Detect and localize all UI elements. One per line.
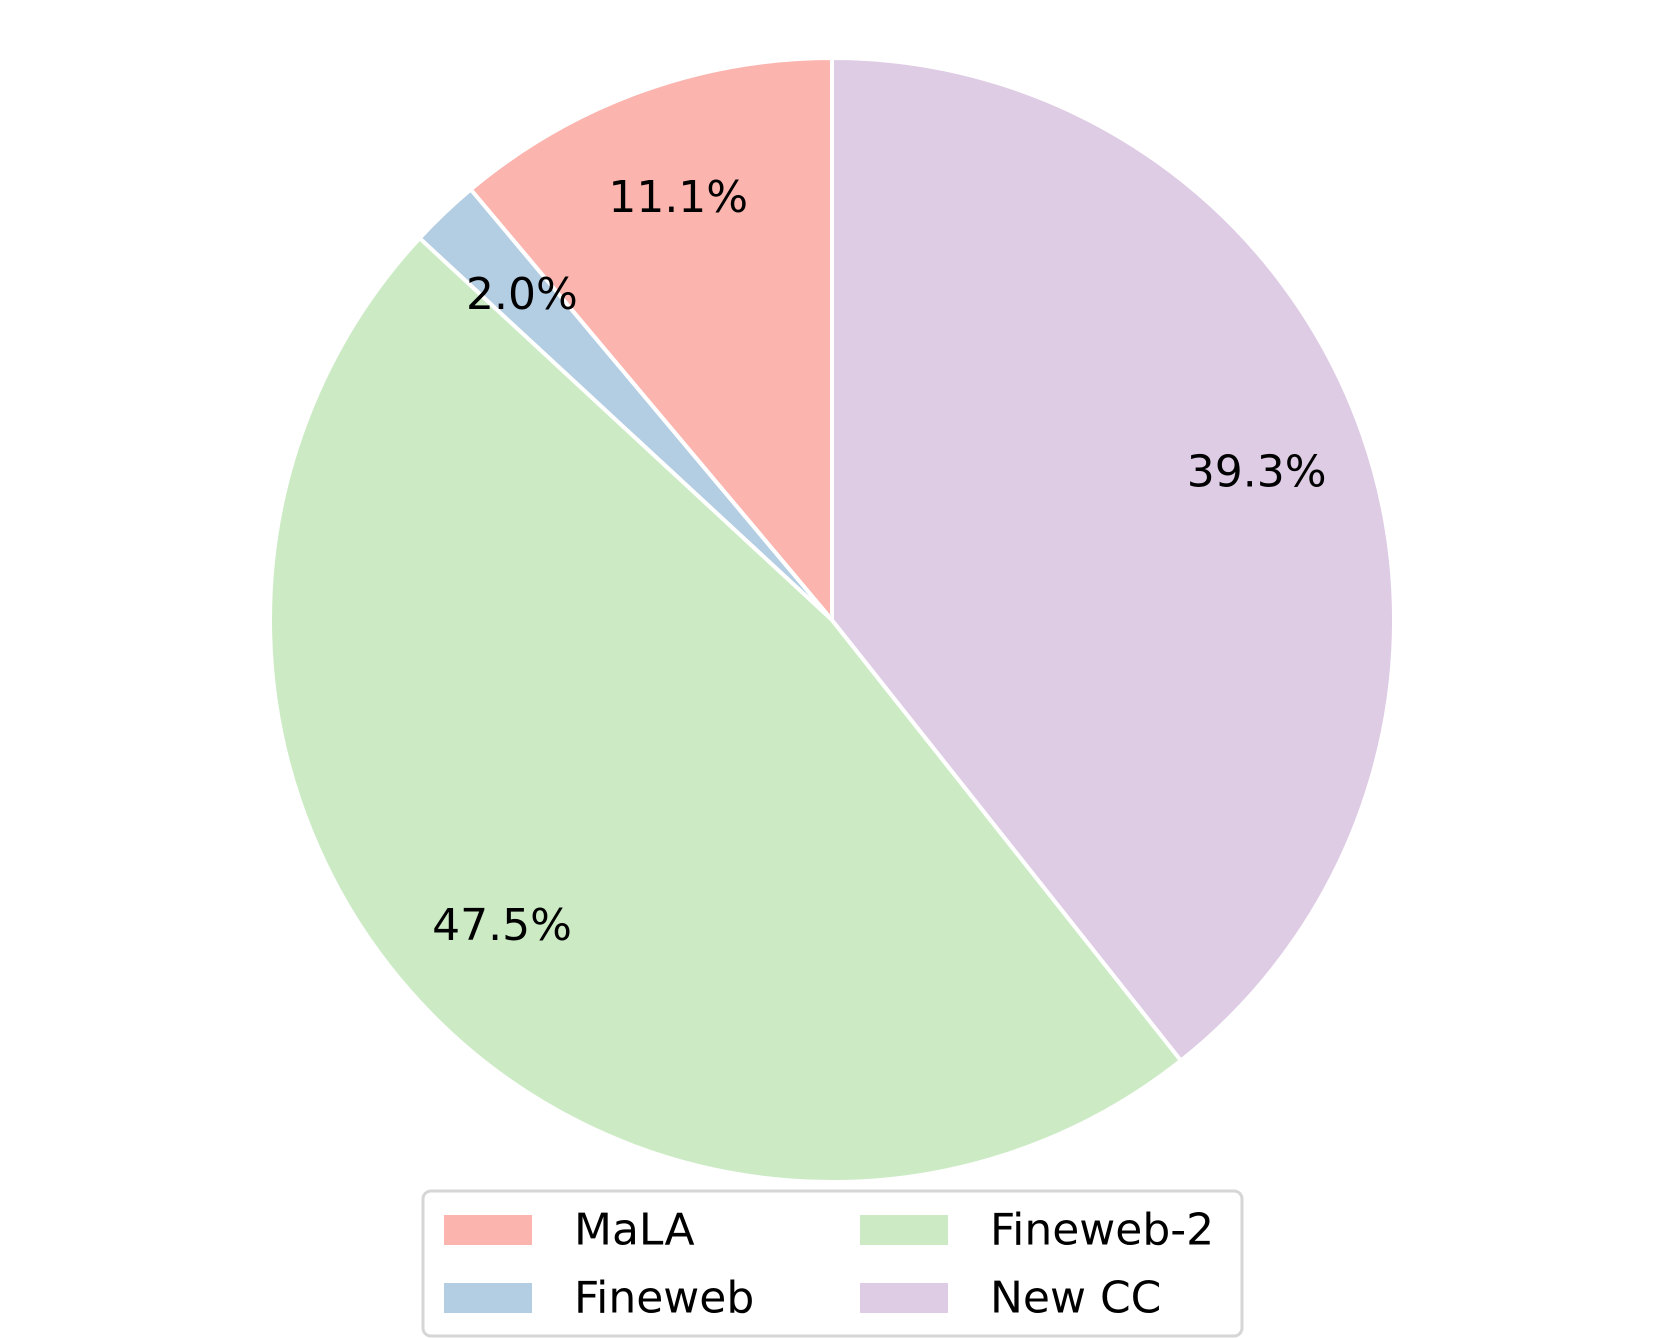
pie-percentage-labels: 11.1% 2.0% 47.5% 39.3% [432,172,1326,951]
pie-slice-mala [468,56,834,622]
legend-swatch-new-cc [860,1283,948,1313]
legend-swatch-fineweb [444,1283,532,1313]
legend-swatch-mala [444,1215,532,1245]
pct-label-new-cc: 39.3% [1187,447,1327,498]
legend-label-fineweb: Fineweb [574,1273,754,1324]
pie-slice-new-cc [830,56,1396,1063]
legend-frame [421,1189,1244,1338]
pct-label-fineweb: 2.0% [466,269,578,320]
legend-swatch-fineweb-2 [860,1215,948,1245]
pct-label-fineweb-2: 47.5% [432,900,572,951]
legend-label-new-cc: New CC [990,1273,1161,1324]
legend: MaLA Fineweb Fineweb-2 New CC [421,1189,1244,1338]
pct-label-mala: 11.1% [608,172,748,223]
pie-slices [268,56,1396,1185]
legend-label-fineweb-2: Fineweb-2 [990,1205,1214,1256]
legend-label-mala: MaLA [574,1205,695,1256]
pie-slice-fineweb-2 [268,236,1183,1185]
